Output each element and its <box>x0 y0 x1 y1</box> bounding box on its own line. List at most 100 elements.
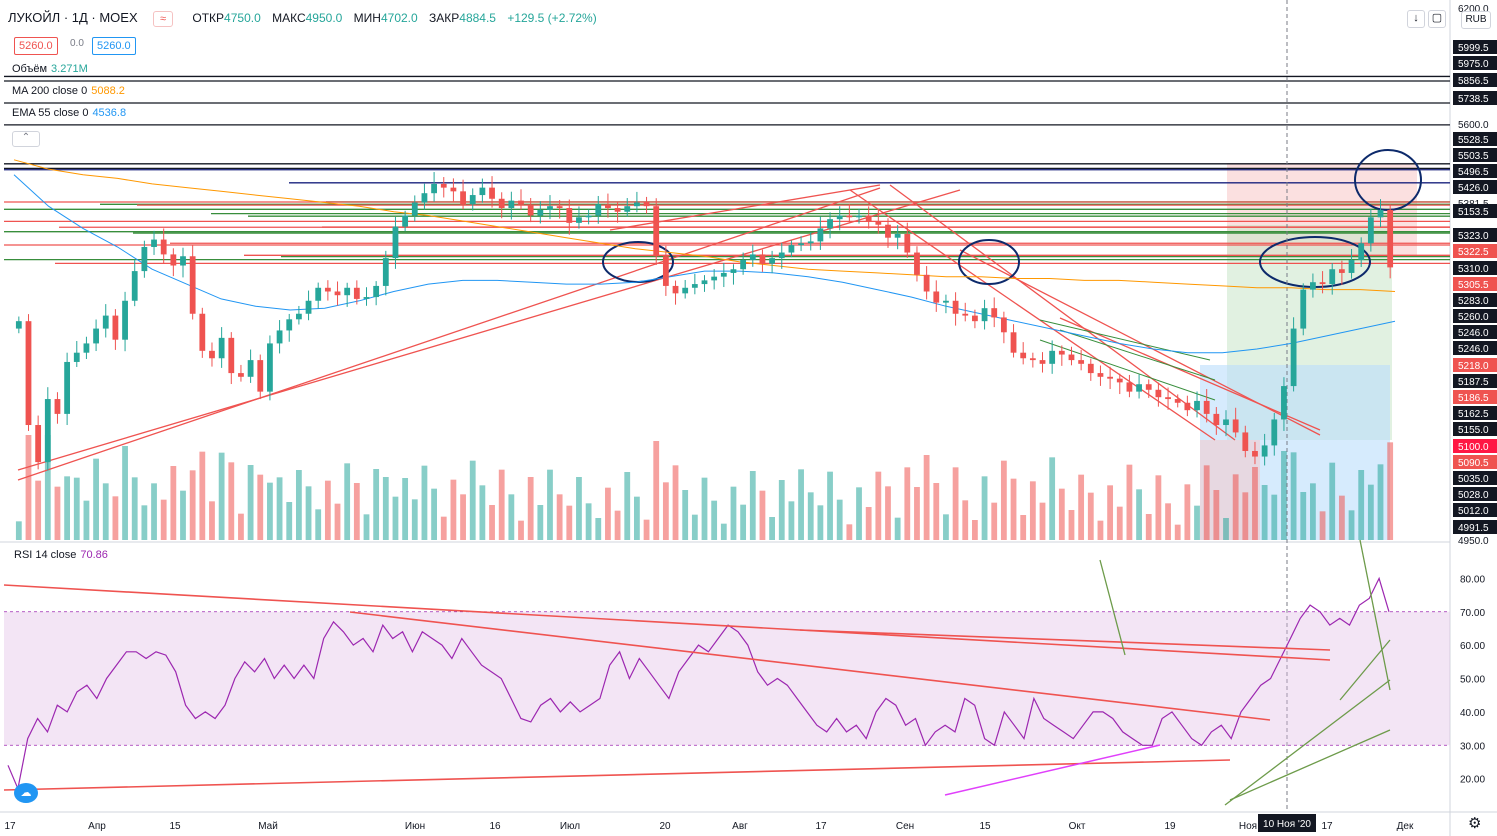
volume-bar <box>1068 510 1075 540</box>
candle-body <box>740 259 747 270</box>
candle-body <box>15 321 22 329</box>
volume-bar <box>1126 464 1133 540</box>
candle-body <box>875 221 882 225</box>
price-axis-label: 5738.5 <box>1458 94 1489 105</box>
candle-body <box>1020 352 1027 359</box>
volume-bar <box>257 474 264 540</box>
candle-body <box>112 315 119 340</box>
price-label-bg <box>1453 358 1497 372</box>
candle-body <box>1367 217 1374 244</box>
candle-body <box>585 215 592 218</box>
candle-body <box>1087 363 1094 374</box>
time-axis-label: Июн <box>405 821 425 832</box>
change-value: +129.5 (+2.72%) <box>507 11 597 25</box>
ma-legend[interactable]: MA 200 close 0 5088.2 <box>12 85 125 97</box>
candle-body <box>1184 402 1191 411</box>
time-axis-label: 17 <box>1321 821 1333 832</box>
volume-bar <box>498 469 505 540</box>
fullscreen-icon[interactable]: ▢ <box>1428 10 1446 28</box>
currency-button[interactable]: RUB <box>1461 11 1491 29</box>
price-axis-label: 5100.0 <box>1458 442 1489 453</box>
candle-body <box>711 276 718 281</box>
candle-body <box>102 315 109 329</box>
price-label-bg <box>1453 277 1497 291</box>
candle-body <box>286 319 293 331</box>
price-axis-label: 5162.5 <box>1458 409 1489 420</box>
symbol-title[interactable]: ЛУКОЙЛ · 1Д · MOEX <box>8 10 138 25</box>
volume-bar <box>1310 483 1316 540</box>
trend-line-2 <box>849 189 1216 441</box>
channel-line-0 <box>1039 319 1211 361</box>
volume-bar <box>662 482 669 540</box>
volume-bar <box>836 499 843 540</box>
time-axis-label: Окт <box>1069 821 1086 832</box>
volume-bar <box>720 523 727 540</box>
candle-body <box>904 234 911 253</box>
price-label-bg <box>1453 341 1497 355</box>
candle-body <box>923 274 930 292</box>
candle-body <box>759 254 766 264</box>
rsi-legend[interactable]: RSI 14 close 70.86 <box>14 549 108 561</box>
price-label-bg <box>1453 164 1497 178</box>
rsi-trend-2 <box>3 759 1231 791</box>
candle-body <box>180 256 186 266</box>
buy-button[interactable]: 5260.0 <box>92 37 136 55</box>
candle-body <box>1136 384 1142 392</box>
price-label-bg <box>1453 439 1497 453</box>
volume-legend[interactable]: Объём 3.271M <box>12 63 88 75</box>
collapse-legend-icon[interactable]: ⌃ <box>12 131 40 147</box>
price-axis-label: 5153.5 <box>1458 207 1489 218</box>
compare-icon[interactable]: ≈ <box>152 10 174 27</box>
rsi-drawing-4 <box>1359 539 1391 691</box>
volume-bar <box>962 500 969 540</box>
price-label-bg <box>1453 325 1497 339</box>
volume-bar <box>1049 457 1056 540</box>
settings-gear-icon[interactable]: ⚙ <box>1468 815 1482 832</box>
volume-bar <box>431 488 437 540</box>
candle-body <box>392 226 399 259</box>
ema-legend[interactable]: EMA 55 close 0 4536.8 <box>12 107 126 119</box>
candle-body <box>498 198 505 209</box>
candle-body <box>1058 350 1065 355</box>
volume-bar <box>305 486 312 540</box>
rsi-label: RSI 14 close <box>14 549 77 561</box>
candle-body <box>257 360 264 392</box>
candle-body <box>160 239 167 255</box>
price-axis-label: 5035.0 <box>1458 474 1489 485</box>
volume-bar <box>566 505 573 540</box>
rsi-value: 70.86 <box>80 549 108 561</box>
volume-bar <box>798 469 804 540</box>
volume-bar <box>83 500 90 540</box>
candle-body <box>411 202 418 216</box>
candle-body <box>566 208 573 223</box>
volume-bar <box>1290 452 1297 540</box>
volume-bars <box>15 435 1394 540</box>
ema55-line <box>13 174 1396 354</box>
volume-bar <box>44 435 51 540</box>
time-axis-label: Дек <box>1397 821 1414 832</box>
horizontal-levels <box>4 75 1450 265</box>
volume-bar <box>1348 510 1355 540</box>
time-axis: 17 Апр 15 Май Июн 16 Июл 20 Авг 17 Сен 15 Окт 19 Ноя 17… <box>4 814 1414 832</box>
volume-bar <box>440 516 447 540</box>
candle-body <box>1358 243 1365 260</box>
volume-bar <box>102 483 109 540</box>
tradingview-logo-icon[interactable]: ☁ <box>14 783 38 803</box>
volume-bar <box>489 505 495 540</box>
candle-body <box>807 241 814 244</box>
candle-body <box>576 217 582 223</box>
volume-bar <box>1174 524 1181 540</box>
volume-bar <box>25 435 32 540</box>
candle-body <box>1232 419 1239 433</box>
candle-body <box>894 234 901 238</box>
volume-bar <box>122 446 128 540</box>
download-icon[interactable]: ↓ <box>1407 10 1425 28</box>
volume-bar <box>1107 485 1114 540</box>
sell-button[interactable]: 5260.0 <box>14 37 58 55</box>
volume-bar <box>1058 488 1065 540</box>
volume-bar <box>730 486 737 540</box>
volume-bar <box>605 487 611 540</box>
rsi-axis-label: 50.00 <box>1460 675 1485 686</box>
rsi-line <box>7 576 1390 791</box>
